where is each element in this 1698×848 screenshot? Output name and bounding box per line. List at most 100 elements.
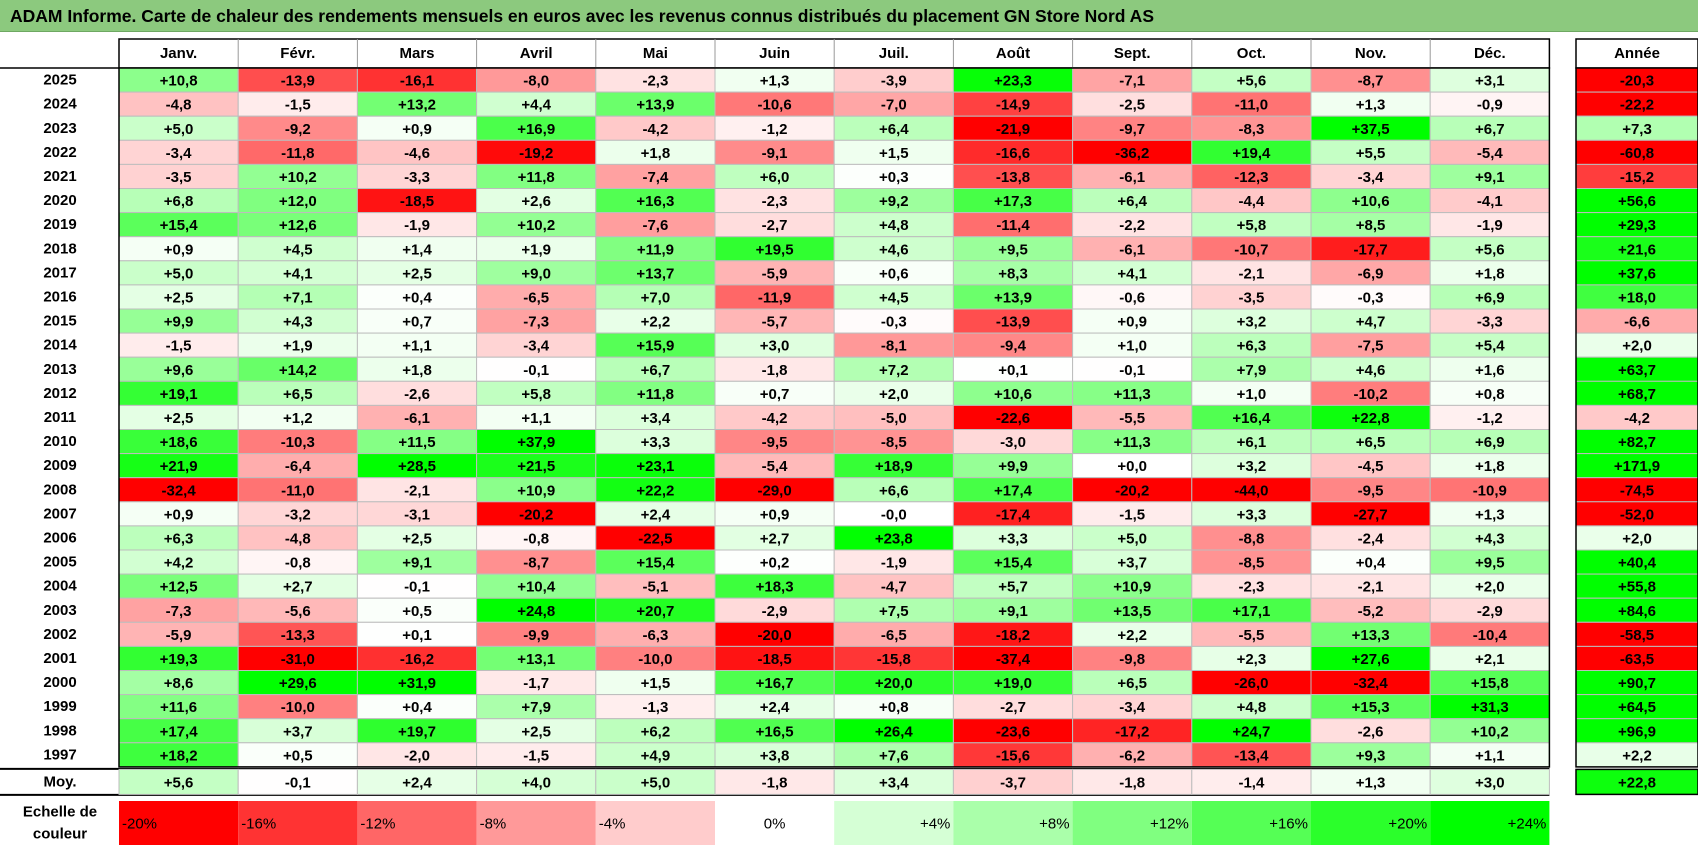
cell-value: +3,0 bbox=[760, 338, 790, 355]
heatmap-cell bbox=[237, 284, 358, 310]
cell-value: +2,5 bbox=[521, 723, 551, 740]
annual-value: -52,0 bbox=[1620, 506, 1654, 523]
cell-value: +0,9 bbox=[1117, 314, 1147, 331]
cell-value: -0,1 bbox=[404, 579, 430, 596]
cell-value: +16,9 bbox=[517, 121, 555, 138]
cell-value: +4,4 bbox=[521, 97, 551, 114]
cell-value: +1,3 bbox=[1356, 97, 1386, 114]
average-cell bbox=[714, 768, 835, 795]
heatmap-cell bbox=[1072, 404, 1193, 430]
cell-value: +17,1 bbox=[1232, 603, 1270, 620]
cell-value: +2,4 bbox=[641, 506, 671, 523]
heatmap-cell bbox=[1429, 308, 1550, 334]
cell-value: +0,4 bbox=[1356, 555, 1386, 572]
cell-value: +1,3 bbox=[760, 73, 790, 90]
annual-cell bbox=[1575, 356, 1698, 382]
heatmap-cell bbox=[1191, 597, 1312, 623]
cell-value: -9,8 bbox=[1119, 651, 1145, 668]
cell-value: -2,3 bbox=[642, 73, 668, 90]
cell-value: -18,2 bbox=[996, 627, 1030, 644]
heatmap-cell bbox=[833, 670, 954, 696]
cell-value: +7,5 bbox=[879, 603, 909, 620]
heatmap-cell bbox=[476, 139, 597, 165]
heatmap-cell bbox=[237, 139, 358, 165]
heatmap-cell bbox=[476, 380, 597, 406]
annual-value: +2,0 bbox=[1622, 338, 1652, 355]
year-label-2014: 2014 bbox=[43, 337, 77, 354]
annual-value: +40,4 bbox=[1618, 555, 1657, 572]
cell-value: +16,7 bbox=[756, 675, 794, 692]
heatmap-cell bbox=[237, 694, 358, 720]
average-cell bbox=[1191, 768, 1312, 795]
month-header-4: Avril bbox=[520, 45, 553, 62]
heatmap-cell bbox=[476, 332, 597, 358]
cell-value: -5,1 bbox=[642, 579, 668, 596]
average-value: +2,4 bbox=[402, 774, 432, 791]
cell-value: -4,6 bbox=[404, 145, 430, 162]
cell-value: -6,9 bbox=[1358, 265, 1384, 282]
cell-value: -5,7 bbox=[762, 314, 788, 331]
cell-value: +0,8 bbox=[879, 699, 909, 716]
year-label-2006: 2006 bbox=[43, 529, 76, 546]
year-label-2012: 2012 bbox=[43, 385, 76, 402]
cell-value: -4,2 bbox=[762, 410, 788, 427]
cell-value: +19,5 bbox=[756, 241, 794, 258]
scale-swatch bbox=[476, 801, 596, 845]
cell-value: -11,4 bbox=[996, 217, 1030, 234]
heatmap-cell bbox=[595, 670, 716, 696]
cell-value: -3,4 bbox=[1119, 699, 1146, 716]
heatmap-cell bbox=[1191, 236, 1312, 262]
heatmap-cell bbox=[714, 670, 835, 696]
heatmap-cell bbox=[1191, 284, 1312, 310]
cell-value: +24,8 bbox=[517, 603, 555, 620]
heatmap-cell bbox=[1072, 597, 1193, 623]
cell-value: +0,8 bbox=[1475, 386, 1505, 403]
heatmap-cell bbox=[237, 621, 358, 647]
cell-value: -5,0 bbox=[881, 410, 907, 427]
heatmap-cell bbox=[237, 308, 358, 334]
heatmap-cell bbox=[952, 356, 1074, 382]
cell-value: +12,5 bbox=[160, 579, 198, 596]
scale-swatch bbox=[953, 801, 1073, 845]
heatmap-cell bbox=[1072, 67, 1193, 93]
year-label-2025: 2025 bbox=[43, 72, 76, 89]
cell-value: -0,9 bbox=[1477, 97, 1503, 114]
cell-value: +2,4 bbox=[760, 699, 790, 716]
cell-value: +9,5 bbox=[1475, 555, 1505, 572]
heatmap-cell bbox=[952, 621, 1074, 647]
heatmap-cell bbox=[1191, 115, 1312, 141]
heatmap-cell bbox=[952, 573, 1074, 599]
cell-value: -6,5 bbox=[523, 289, 549, 306]
heatmap-cell bbox=[595, 621, 716, 647]
annual-cell bbox=[1575, 597, 1698, 623]
heatmap-cell bbox=[952, 380, 1074, 406]
cell-value: +13,9 bbox=[994, 289, 1032, 306]
cell-value: -17,4 bbox=[996, 506, 1031, 523]
average-value: -0,1 bbox=[285, 774, 311, 791]
cell-value: -2,9 bbox=[1477, 603, 1503, 620]
cell-value: -11,0 bbox=[281, 482, 314, 499]
month-header-12: Déc. bbox=[1474, 45, 1506, 62]
cell-value: +23,3 bbox=[994, 73, 1032, 90]
cell-value: +5,5 bbox=[1356, 145, 1386, 162]
cell-value: +5,0 bbox=[164, 121, 194, 138]
cell-value: +13,1 bbox=[517, 651, 555, 668]
cell-value: -32,4 bbox=[161, 482, 196, 499]
cell-value: +1,8 bbox=[641, 145, 671, 162]
heatmap-cell bbox=[1072, 163, 1193, 189]
cell-value: -15,8 bbox=[877, 651, 911, 668]
cell-value: -2,1 bbox=[1358, 579, 1384, 596]
cell-value: +4,8 bbox=[879, 217, 909, 234]
cell-value: +6,0 bbox=[760, 169, 790, 186]
annual-cell bbox=[1575, 115, 1698, 141]
cell-value: +4,3 bbox=[283, 314, 313, 331]
heatmap-cell bbox=[356, 453, 478, 479]
year-label-2019: 2019 bbox=[43, 216, 76, 233]
cell-value: +24,7 bbox=[1232, 723, 1270, 740]
heatmap-cell bbox=[1429, 284, 1550, 310]
cell-value: -16,1 bbox=[400, 73, 434, 90]
cell-value: -0,0 bbox=[881, 506, 907, 523]
scale-step-label: +8% bbox=[1039, 816, 1069, 833]
heatmap-cell bbox=[952, 91, 1074, 117]
average-value: +5,6 bbox=[164, 774, 194, 791]
